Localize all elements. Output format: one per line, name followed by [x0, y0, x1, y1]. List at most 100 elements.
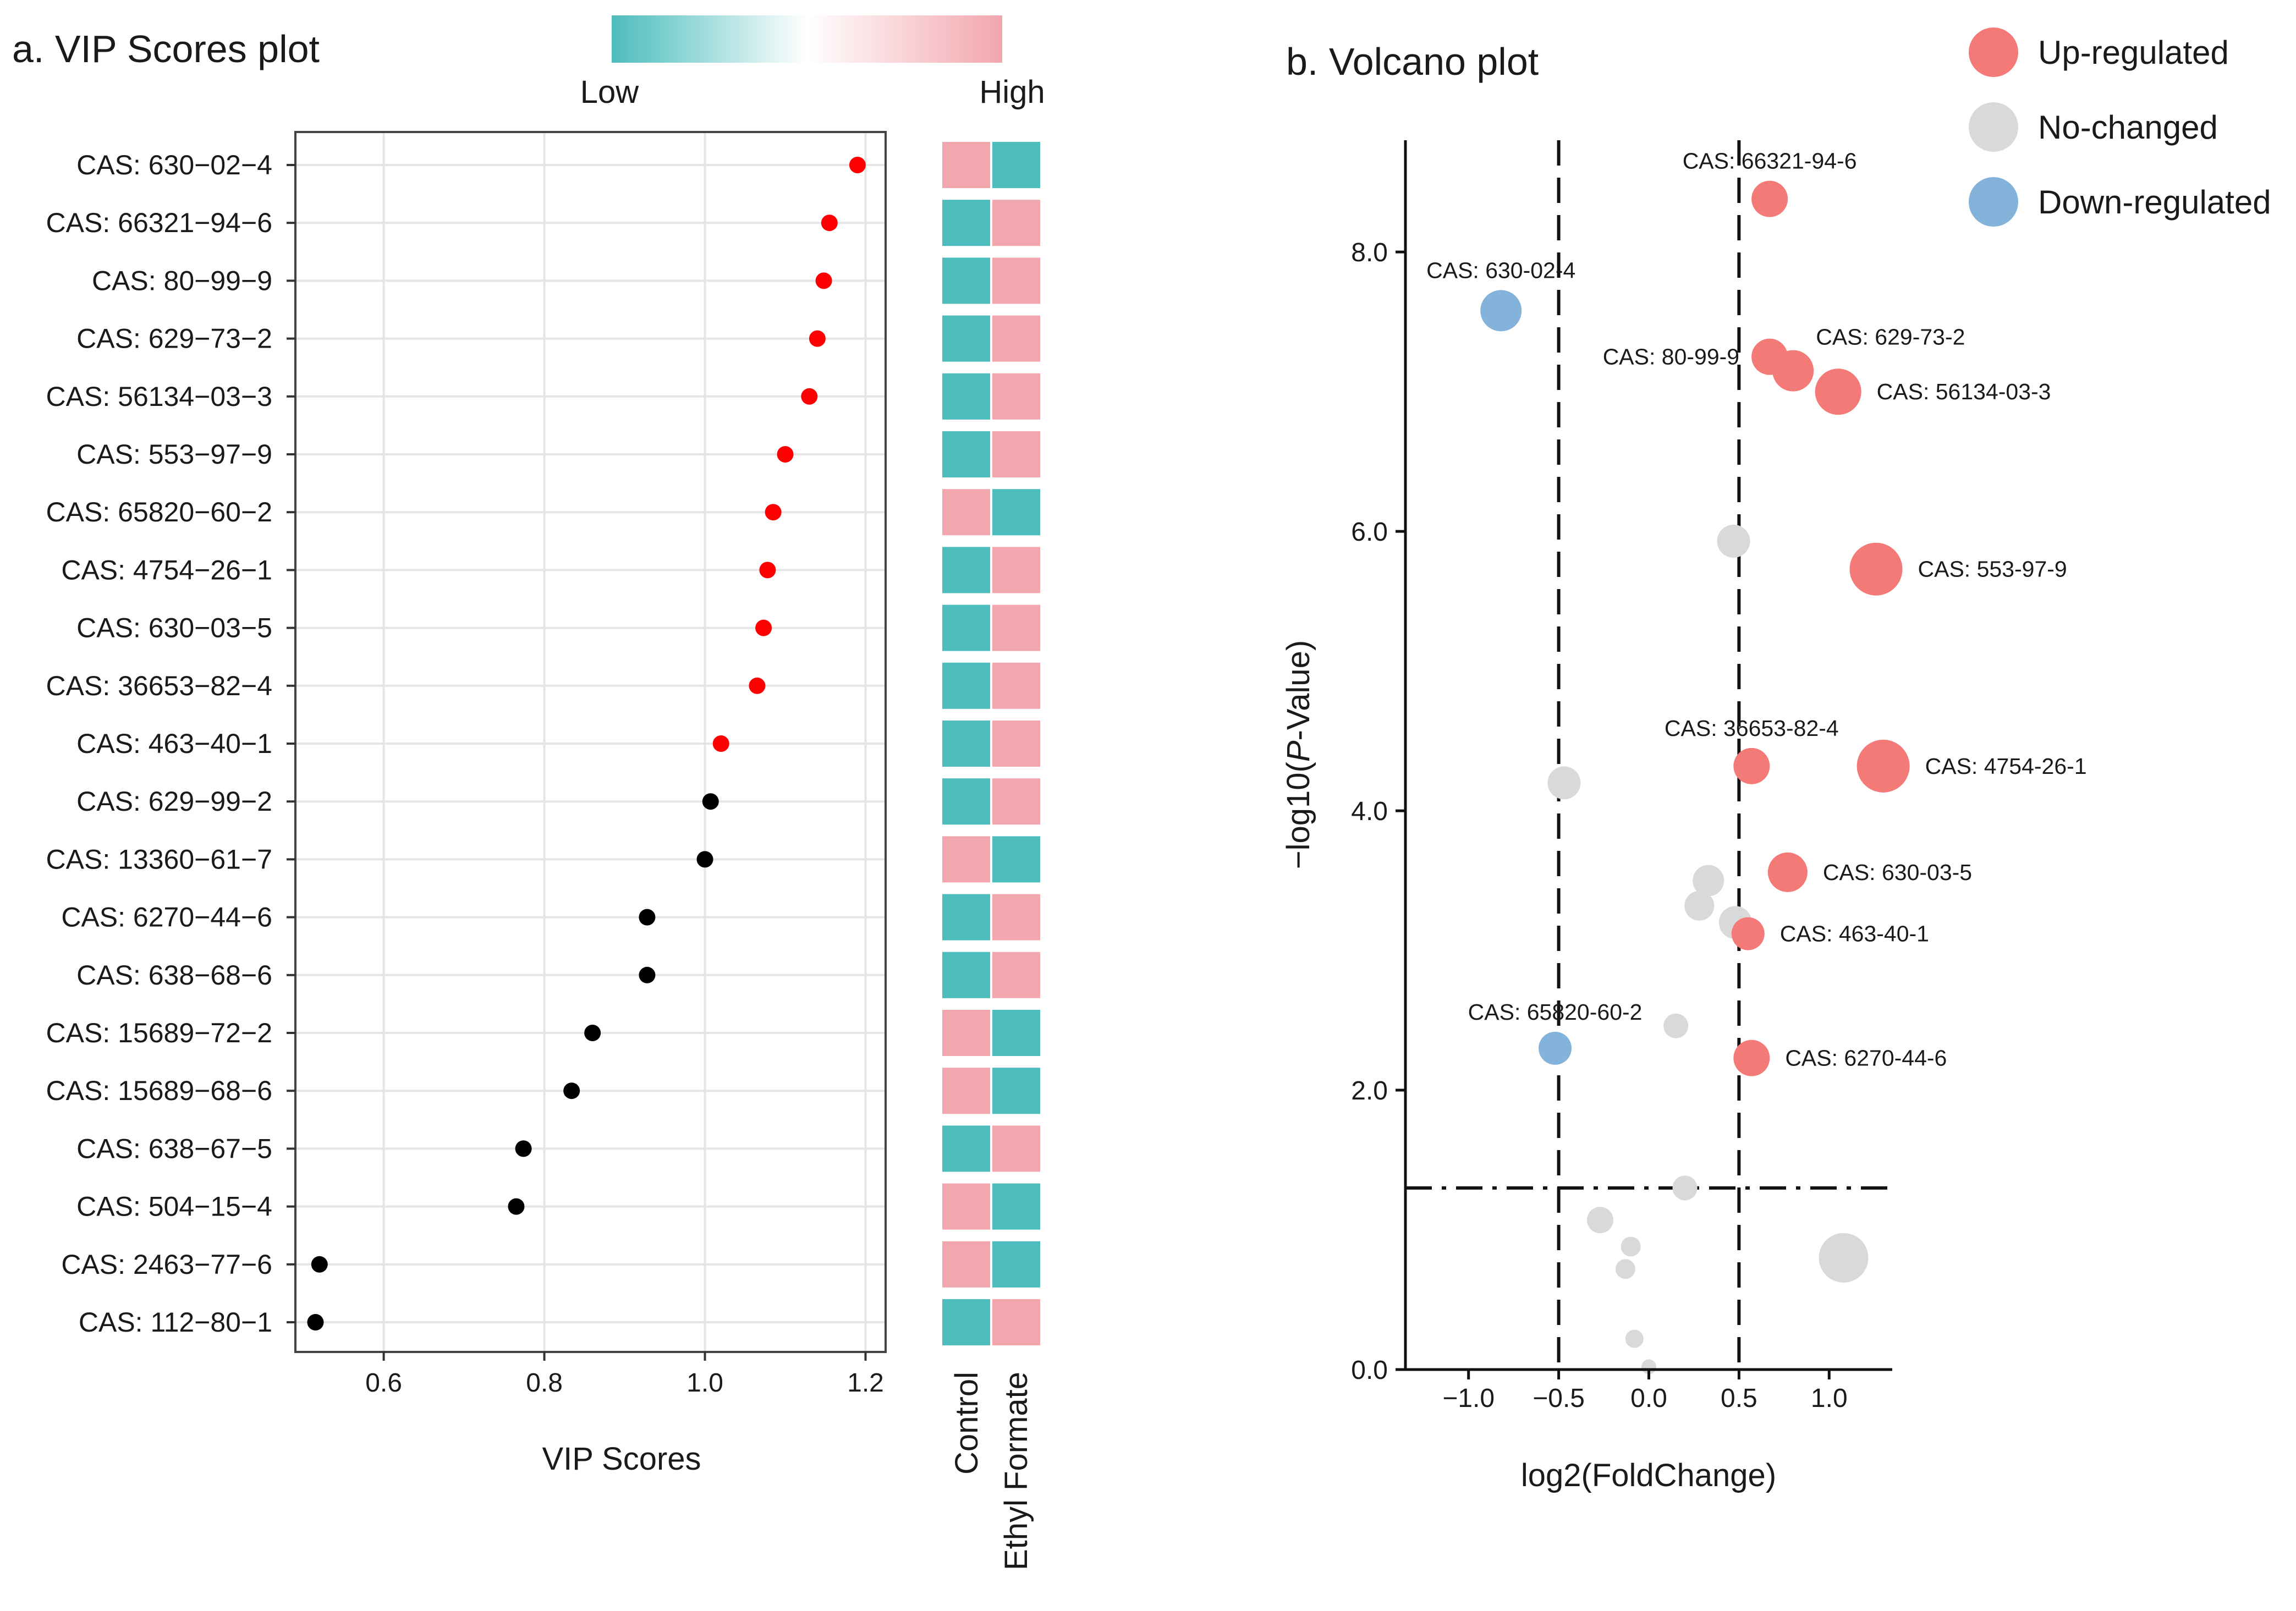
volcano-y-ticks: 0.0 2.0 4.0 6.0 8.0: [1351, 238, 1405, 1385]
vip-point: [307, 1314, 324, 1330]
heatmap-cell-control: [942, 1125, 990, 1172]
volcano-y-axis-label: −log10(P-Value): [1281, 640, 1316, 869]
heatmap-cell-control: [942, 894, 990, 941]
vip-point: [777, 446, 794, 463]
group-heatmap: [942, 142, 1040, 1345]
volcano-point-nochange: [1693, 865, 1724, 897]
volcano-point-nochange: [1621, 1236, 1641, 1257]
vip-point: [712, 735, 729, 752]
vip-point: [749, 677, 766, 694]
vip-plot-title: a. VIP Scores plot: [12, 28, 320, 70]
volcano-x-tick-label: −0.5: [1533, 1384, 1585, 1413]
heatmap-cell-treatment: [992, 778, 1040, 825]
vip-row-label: CAS: 630−03−5: [76, 613, 272, 644]
volcano-point-label: CAS: 630-02-4: [1426, 257, 1575, 283]
y-label-suffix: -Value): [1281, 640, 1316, 741]
heatmap-cell-control: [942, 200, 990, 246]
heatmap-col-control: Control: [949, 1372, 985, 1475]
volcano-point-down: [1539, 1031, 1572, 1065]
y-label-prefix: −log10(: [1281, 762, 1316, 869]
vip-point: [801, 388, 818, 405]
heatmap-cell-treatment: [992, 200, 1040, 246]
heatmap-cell-treatment: [992, 952, 1040, 998]
volcano-point-nochange: [1684, 890, 1715, 921]
vip-point: [639, 966, 656, 983]
heatmap-cell-control: [942, 489, 990, 536]
vip-row-label: CAS: 6270−44−6: [61, 902, 272, 933]
heatmap-cell-treatment: [992, 894, 1040, 941]
legend-label-down: Down-regulated: [2038, 184, 2271, 221]
volcano-x-tick-label: 0.0: [1630, 1384, 1667, 1413]
volcano-point-label: CAS: 6270-44-6: [1785, 1046, 1947, 1071]
vip-point: [759, 562, 776, 579]
vip-row-label: CAS: 638−67−5: [76, 1133, 272, 1164]
volcano-point-nochange: [1819, 1233, 1869, 1283]
heatmap-cell-control: [942, 315, 990, 362]
legend-swatch-nochange: [1969, 102, 2018, 152]
volcano-point-up: [1733, 1040, 1770, 1076]
volcano-point-nochange: [1615, 1259, 1635, 1279]
vip-x-tick-label: 0.8: [526, 1368, 563, 1398]
vip-point: [765, 504, 782, 521]
vip-row-labels: CAS: 630−02−4 CAS: 66321−94−6 CAS: 80−99−9…: [46, 150, 295, 1338]
volcano-point-nochange: [1625, 1329, 1644, 1348]
vip-row-label: CAS: 630−02−4: [76, 150, 272, 180]
heatmap-cell-treatment: [992, 373, 1040, 420]
vip-x-axis-label: VIP Scores: [542, 1441, 701, 1477]
vip-points: [307, 157, 866, 1330]
vip-point: [849, 157, 866, 173]
vip-scores-panel: a. VIP Scores plot Low High CAS: 630−02−…: [12, 15, 1045, 1570]
vip-point: [508, 1198, 525, 1215]
volcano-points: [1480, 180, 1910, 1374]
vip-row-label: CAS: 112−80−1: [79, 1307, 272, 1338]
volcano-point-up: [1731, 917, 1765, 950]
vip-row-label: CAS: 15689−72−2: [46, 1018, 272, 1048]
vip-row-label: CAS: 463−40−1: [76, 728, 272, 759]
volcano-point-label: CAS: 463-40-1: [1780, 921, 1929, 947]
heatmap-cell-control: [942, 1010, 990, 1056]
heatmap-cell-control: [942, 547, 990, 593]
heatmap-cell-treatment: [992, 547, 1040, 593]
volcano-point-up: [1849, 542, 1903, 596]
volcano-legend: Up-regulated No-changed Down-regulated: [1969, 28, 2271, 227]
vip-row-label: CAS: 36653−82−4: [46, 670, 272, 701]
heatmap-cell-control: [942, 721, 990, 767]
volcano-point-label: CAS: 65820-60-2: [1468, 999, 1643, 1025]
heatmap-cell-control: [942, 604, 990, 651]
vip-gridlines: [295, 132, 886, 1352]
heatmap-cell-treatment: [992, 721, 1040, 767]
heatmap-cell-treatment: [992, 1299, 1040, 1345]
heatmap-cell-control: [942, 662, 990, 709]
heatmap-cell-control: [942, 778, 990, 825]
vip-row-label: CAS: 66321−94−6: [46, 207, 272, 238]
heatmap-cell-control: [942, 373, 990, 420]
colorbar-high-label: High: [979, 74, 1045, 110]
vip-row-label: CAS: 56134−03−3: [46, 381, 272, 412]
volcano-point-up: [1772, 350, 1814, 392]
vip-row-label: CAS: 629−99−2: [76, 786, 272, 817]
vip-row-label: CAS: 15689−68−6: [46, 1075, 272, 1106]
heatmap-cell-control: [942, 1241, 990, 1288]
vip-point: [755, 619, 772, 636]
volcano-point-up: [1767, 852, 1808, 892]
colorbar: [612, 15, 1002, 63]
legend-label-nochange: No-changed: [2038, 109, 2218, 146]
vip-row-label: CAS: 2463−77−6: [61, 1249, 272, 1280]
volcano-x-axis-label: log2(FoldChange): [1521, 1458, 1776, 1493]
volcano-y-tick-label: 0.0: [1351, 1356, 1388, 1385]
heatmap-cell-control: [942, 1183, 990, 1230]
heatmap-col-ethyl-formate: Ethyl Formate: [998, 1372, 1034, 1570]
volcano-point-up: [1733, 747, 1770, 784]
vip-plot-border: [294, 131, 887, 1353]
vip-row-label: CAS: 65820−60−2: [46, 497, 272, 527]
colorbar-low-label: Low: [580, 74, 640, 110]
heatmap-cell-treatment: [992, 1183, 1040, 1230]
volcano-x-tick-label: 0.5: [1721, 1384, 1757, 1413]
volcano-y-tick-label: 2.0: [1351, 1076, 1388, 1106]
vip-row-label: CAS: 504−15−4: [76, 1191, 272, 1222]
vip-point: [584, 1025, 601, 1041]
legend-swatch-up: [1969, 28, 2018, 77]
volcano-point-label: CAS: 66321-94-6: [1683, 149, 1857, 174]
heatmap-cell-control: [942, 431, 990, 477]
vip-row-label: CAS: 80−99−9: [92, 265, 272, 296]
